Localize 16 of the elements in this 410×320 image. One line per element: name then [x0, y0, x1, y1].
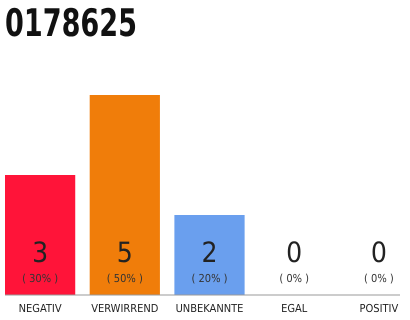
x-tick-label: NEGATIV — [18, 302, 62, 315]
x-tick-label: UNBEKANNTE — [176, 302, 244, 315]
annotation: ( 0% ) — [364, 272, 394, 285]
chart-title: 0178625 — [5, 1, 172, 45]
x-tick-label: POSITIV — [360, 302, 398, 315]
data-label: 5 — [116, 236, 133, 269]
annotation: ( 20% ) — [191, 272, 228, 285]
annotation: ( 50% ) — [106, 272, 143, 285]
data-label: 0 — [286, 236, 302, 269]
annotation: ( 0% ) — [279, 272, 310, 285]
annotation: ( 30% ) — [22, 272, 58, 285]
x-tick-label: VERWIRREND — [91, 302, 159, 315]
x-tick-label: EGAL — [281, 302, 308, 315]
data-label: 0 — [370, 236, 387, 269]
data-label: 3 — [32, 236, 48, 269]
data-label: 2 — [201, 236, 218, 269]
